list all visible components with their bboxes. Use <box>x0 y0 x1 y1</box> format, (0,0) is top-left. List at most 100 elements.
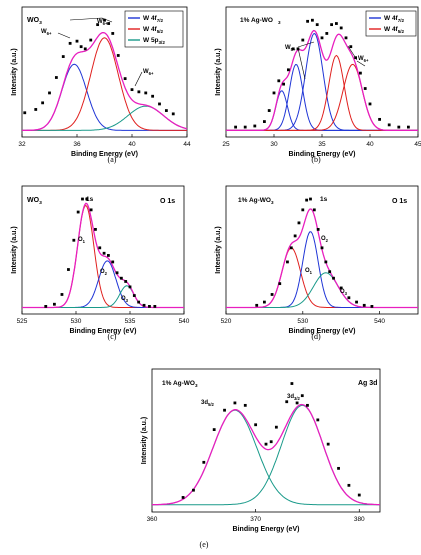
caption-b: (b) <box>311 155 321 164</box>
data-point <box>320 36 324 40</box>
x-tick-label: 30 <box>270 141 278 148</box>
data-point <box>407 125 410 129</box>
sample-label-b-sub: 3 <box>278 20 281 25</box>
peak-label-c3: O3 <box>121 296 129 303</box>
fit-envelope <box>151 403 380 506</box>
y-axis-label: Intensity (a.u.) <box>141 417 148 464</box>
data-point <box>94 227 97 231</box>
data-point <box>81 197 84 201</box>
data-point <box>263 300 266 304</box>
data-point <box>315 23 319 27</box>
y-axis-label: Intensity (a.u.) <box>215 226 222 273</box>
panel-d: 520 530 540 Binding Energy (eV) Intensity (a… <box>215 185 419 335</box>
data-point <box>132 294 136 297</box>
data-point <box>289 246 293 250</box>
fit-component-3d32 <box>152 404 380 506</box>
data-point <box>305 198 309 202</box>
x-tick-label: 40 <box>128 141 136 148</box>
data-point <box>344 36 348 40</box>
sample-label-e-sub: 3 <box>195 383 198 388</box>
data-point <box>72 238 76 242</box>
x-tick-label: 525 <box>17 318 28 325</box>
annotation-arrow <box>101 17 113 23</box>
data-point <box>102 251 106 255</box>
data-point <box>362 303 366 307</box>
data-point <box>277 79 281 83</box>
data-point <box>85 197 89 201</box>
data-point <box>359 71 362 75</box>
peak-top-label-d: 1s <box>320 196 328 203</box>
data-point <box>263 120 266 123</box>
data-point <box>347 296 351 300</box>
data-point <box>269 440 273 444</box>
data-point <box>130 88 134 92</box>
data-point <box>223 408 226 412</box>
peak-label-e2: 3d3/2 <box>287 394 301 401</box>
x-tick-label: 530 <box>71 318 82 325</box>
data-point <box>339 286 343 290</box>
fit-component-o2 <box>22 260 184 308</box>
fit-envelope <box>226 208 418 309</box>
data-point <box>83 47 87 51</box>
legend-b <box>365 10 417 37</box>
data-point <box>142 303 146 307</box>
annotation-arrow <box>297 47 306 80</box>
x-tick-label: 540 <box>179 318 190 325</box>
data-point <box>61 55 65 58</box>
y-axis-label: Intensity (a.u.) <box>215 48 222 95</box>
caption-e: (e) <box>199 540 209 549</box>
x-tick-label: 530 <box>297 318 308 325</box>
x-tick-label: 40 <box>366 141 374 148</box>
sample-label-e: 1% Ag-WO <box>162 380 195 387</box>
fit-component-o2 <box>226 231 418 308</box>
peak-label-c1: O1 <box>78 237 86 244</box>
data-point <box>328 270 332 274</box>
data-point <box>349 45 353 49</box>
data-point <box>128 285 132 289</box>
data-point <box>285 400 289 404</box>
peak-label-d3: O3 <box>340 289 348 296</box>
data-point <box>397 125 401 129</box>
legend-entry: W 4f5/2 <box>384 26 405 34</box>
data-point <box>264 442 268 446</box>
peak-label-b1: W5+ <box>285 45 296 52</box>
x-axis-label: Binding Energy (eV) <box>70 328 137 335</box>
data-point <box>301 38 305 42</box>
panel-c: 525 530 535 540 Binding Energy (eV) Intensity… <box>11 185 190 335</box>
data-point <box>48 91 51 95</box>
fit-component-o1 <box>22 204 184 308</box>
data-point <box>370 305 374 308</box>
data-point <box>115 271 119 275</box>
legend-entry: W 4f7/2 <box>143 15 164 23</box>
data-point <box>306 19 309 23</box>
data-point <box>153 305 157 308</box>
data-point <box>274 425 278 429</box>
annotation-arrow <box>347 45 358 61</box>
data-point <box>158 102 161 106</box>
data-point <box>202 460 206 464</box>
data-point <box>325 32 329 35</box>
data-point <box>293 234 297 238</box>
data-point <box>111 32 115 35</box>
data-point <box>76 210 80 214</box>
data-point <box>272 91 276 95</box>
sample-label-d: 1% Ag-WO <box>238 197 271 204</box>
fit-envelope <box>22 202 184 309</box>
panel-e: 360 370 380 Binding Energy (eV) Intensity (a… <box>141 368 381 533</box>
annotation-arrow <box>134 71 143 87</box>
x-tick-label: 535 <box>125 318 136 325</box>
peak-label-a2: W6+ <box>97 19 108 26</box>
data-point <box>181 496 185 499</box>
data-point <box>151 94 155 98</box>
peak-label-a3: W6+ <box>143 69 154 76</box>
fit-envelope <box>226 29 418 132</box>
fit-component-w4f72 <box>226 63 418 131</box>
x-tick-label: 540 <box>374 318 385 325</box>
data-point <box>123 77 127 81</box>
annotation-arrow <box>356 60 366 67</box>
data-point <box>339 26 343 30</box>
fit-component-o1 <box>226 247 418 308</box>
x-tick-label: 36 <box>73 141 81 148</box>
data-point <box>295 401 299 405</box>
x-axis-label: Binding Energy (eV) <box>71 151 138 158</box>
